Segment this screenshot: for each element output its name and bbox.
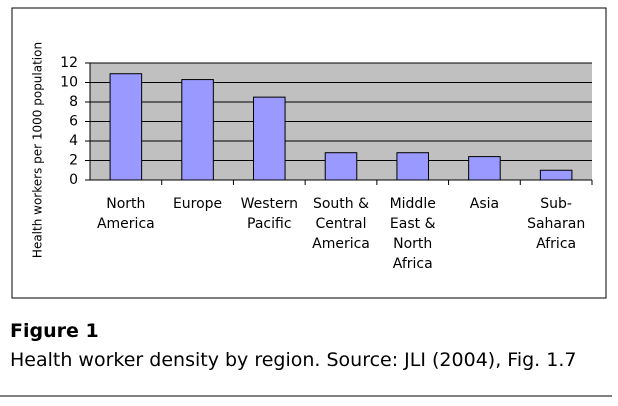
x-tick-label: Asia — [469, 196, 500, 212]
y-tick-label: 10 — [60, 75, 78, 91]
figure-label: Figure 1 — [10, 320, 99, 342]
y-tick-label: 6 — [69, 114, 78, 130]
bar — [396, 152, 429, 181]
bar — [109, 73, 143, 181]
x-tick-label: North America — [96, 196, 155, 232]
y-tick-label: 8 — [69, 94, 78, 110]
figure-caption: Health worker density by region. Source:… — [10, 349, 577, 371]
x-tick-label: Sub-Saharan Africa — [527, 196, 586, 252]
bar — [181, 79, 214, 181]
bar — [253, 96, 286, 181]
y-tick-label: 12 — [60, 55, 78, 71]
y-tick-label: 0 — [69, 172, 78, 188]
y-axis-label: Health workers per 1000 population — [31, 42, 45, 258]
x-tick-label: Middle East & North Africa — [389, 196, 436, 272]
x-tick-label: Europe — [172, 196, 223, 212]
bar — [324, 152, 358, 181]
bar — [539, 169, 573, 181]
x-tick-label: South & Central America — [312, 196, 370, 252]
x-tick-label: Western Pacific — [240, 196, 298, 232]
bar — [468, 156, 501, 181]
y-tick-label: 4 — [69, 133, 78, 149]
y-tick-label: 2 — [69, 153, 78, 169]
